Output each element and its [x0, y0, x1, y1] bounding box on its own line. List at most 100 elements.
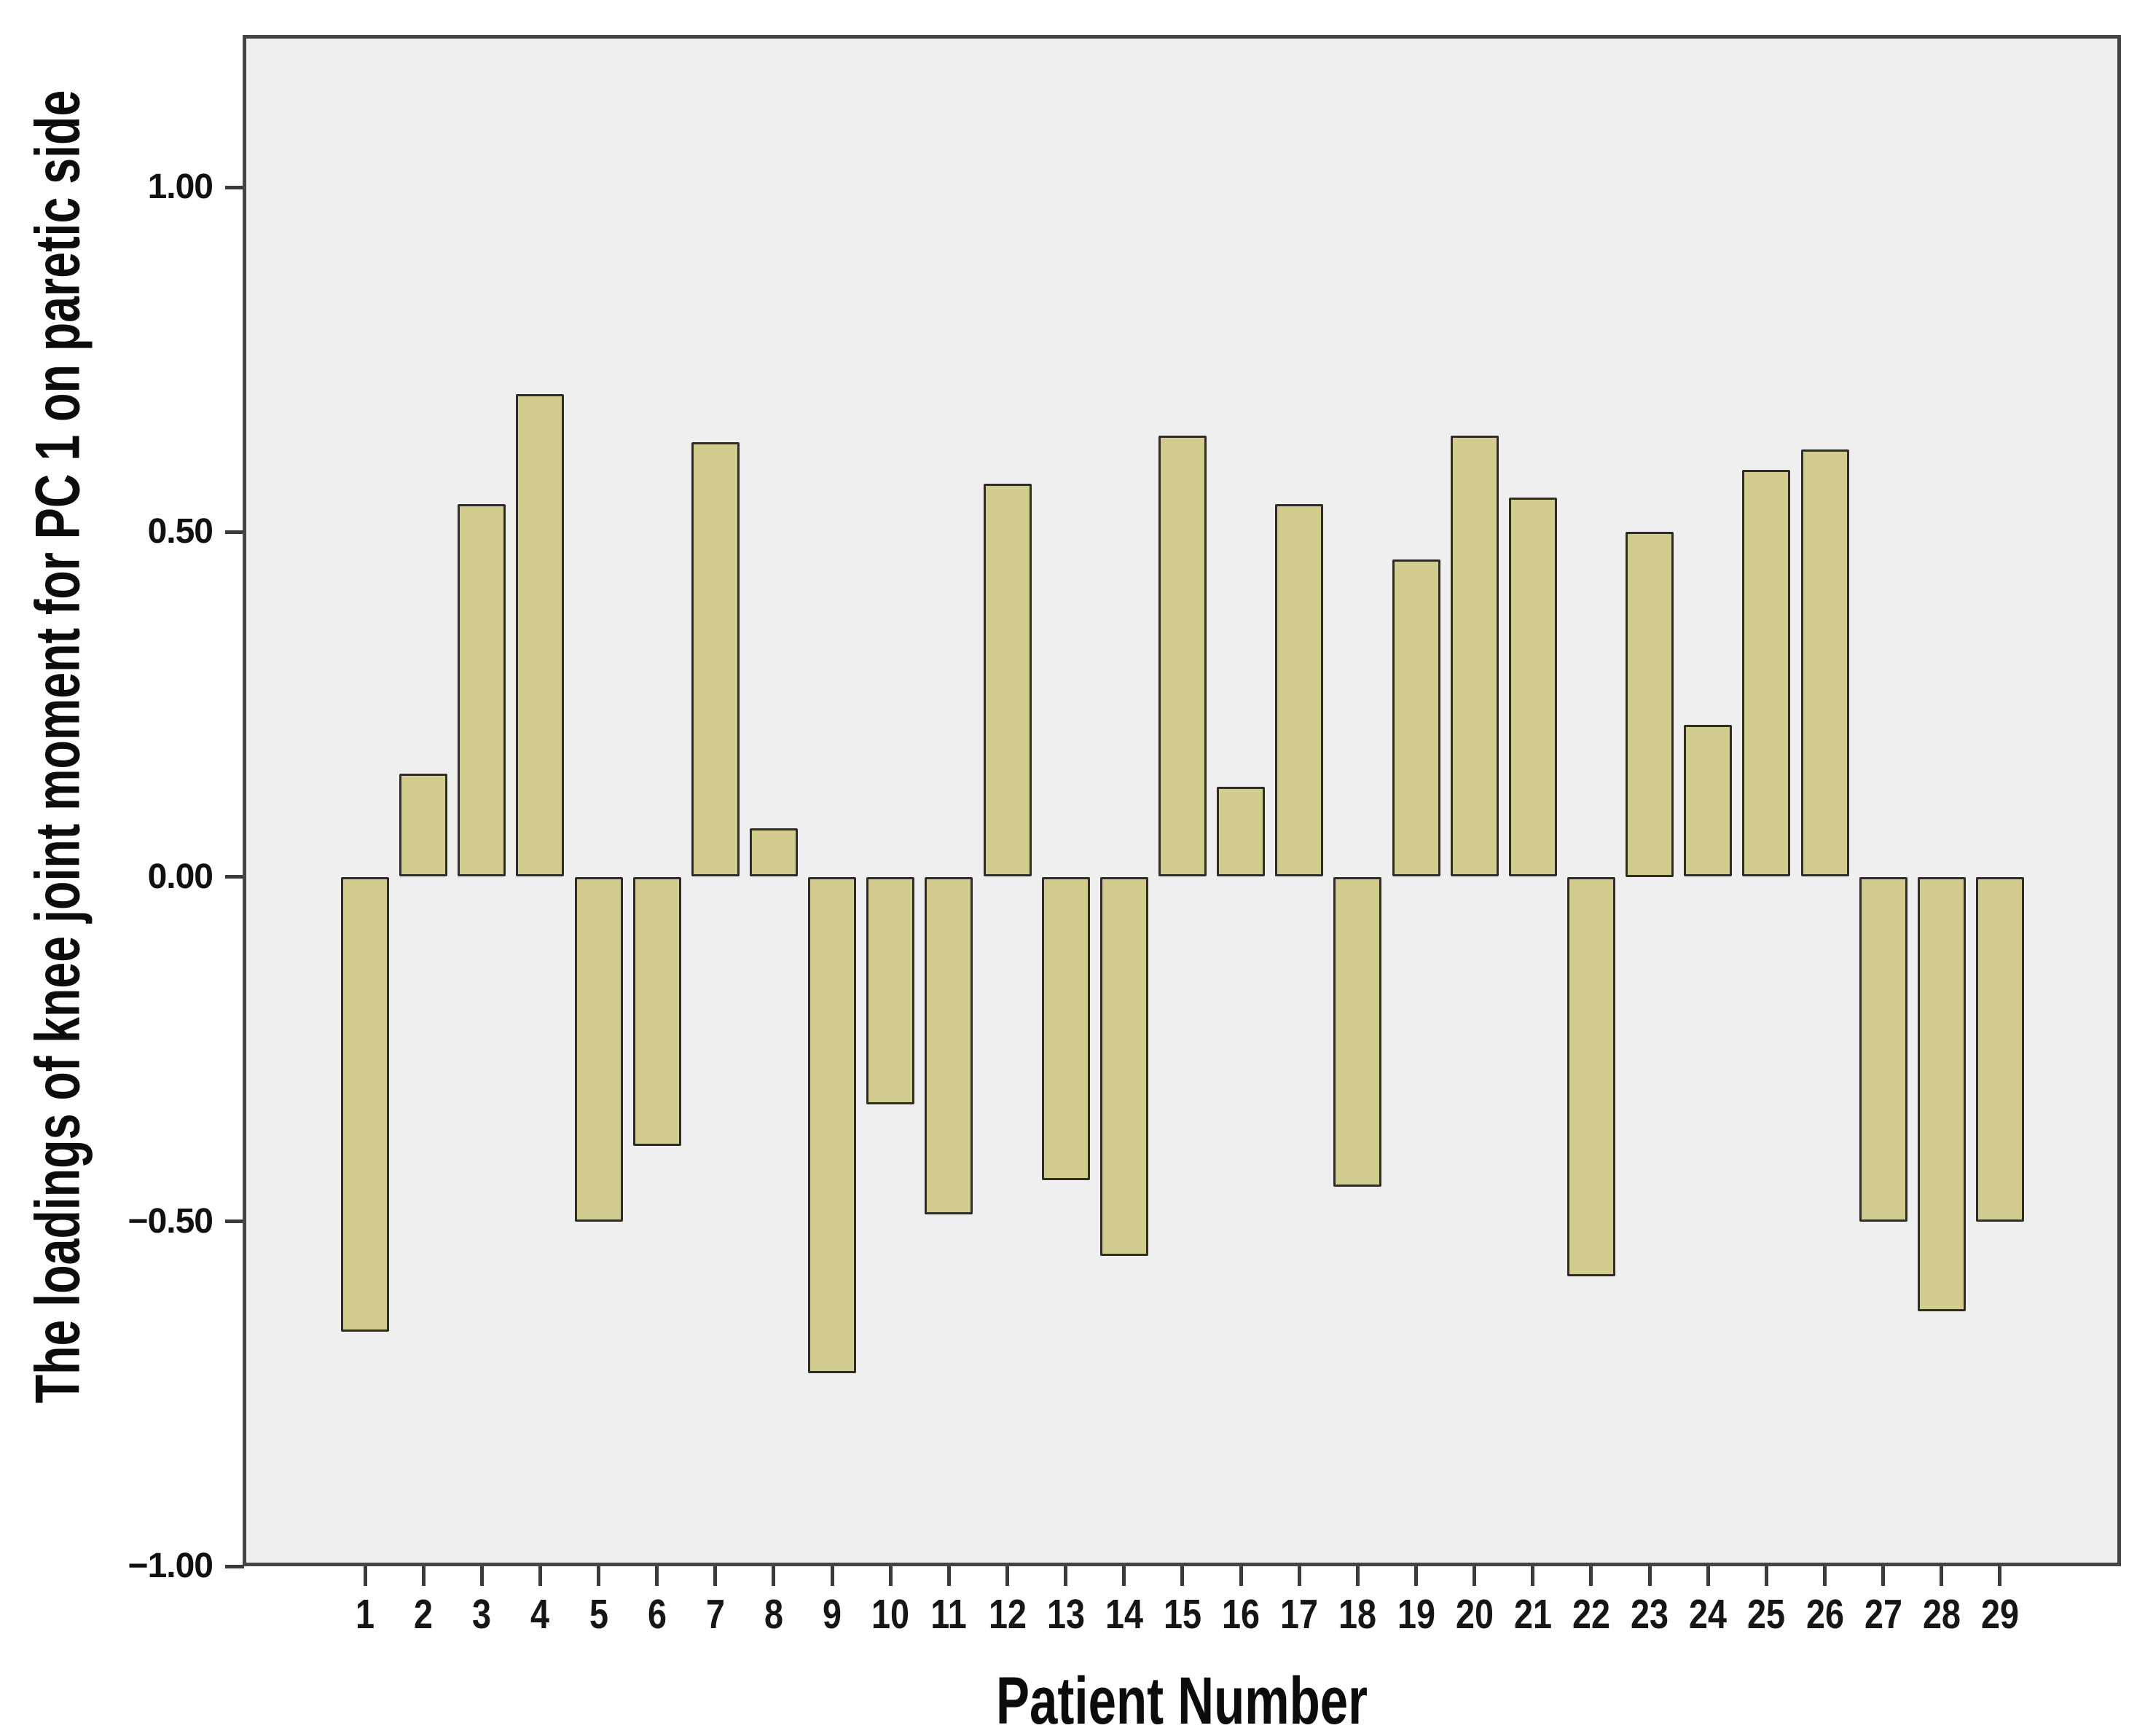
x-tick-label: 27 [1864, 1591, 1902, 1638]
bar-patient-12 [983, 483, 1032, 877]
x-axis-title: Patient Number [996, 1664, 1368, 1736]
x-tick-mark [1180, 1566, 1185, 1586]
x-tick-label: 23 [1631, 1591, 1669, 1638]
x-tick-label: 15 [1163, 1591, 1201, 1638]
x-tick-label: 20 [1455, 1591, 1494, 1638]
x-tick-label: 1 [356, 1591, 375, 1638]
x-tick-label: 14 [1105, 1591, 1143, 1638]
x-tick-label: 3 [472, 1591, 492, 1638]
x-tick-label: 7 [705, 1591, 725, 1638]
x-tick-mark [538, 1566, 542, 1586]
bar-patient-27 [1859, 876, 1907, 1222]
x-tick-mark [1823, 1566, 1827, 1586]
x-tick-mark [772, 1566, 776, 1586]
bar-patient-29 [1975, 876, 2024, 1222]
x-tick-label: 11 [930, 1591, 968, 1638]
x-tick-label: 6 [647, 1591, 667, 1638]
x-tick-mark [1589, 1566, 1593, 1586]
x-tick-label: 22 [1572, 1591, 1610, 1638]
x-tick-mark [1647, 1566, 1652, 1586]
bar-patient-8 [749, 828, 798, 877]
y-tick-mark [225, 1564, 244, 1568]
y-tick-mark [225, 875, 244, 879]
x-tick-label: 4 [530, 1591, 550, 1638]
bar-patient-2 [399, 773, 448, 877]
plot-area [243, 35, 2121, 1566]
x-tick-mark [1881, 1566, 1886, 1586]
bar-patient-6 [632, 876, 681, 1146]
x-tick-mark [1998, 1566, 2002, 1586]
x-tick-mark [363, 1566, 367, 1586]
x-tick-mark [655, 1566, 659, 1586]
x-tick-mark [1414, 1566, 1419, 1586]
x-tick-label: 18 [1338, 1591, 1377, 1638]
bar-patient-25 [1742, 470, 1791, 877]
bar-patient-22 [1567, 876, 1615, 1277]
x-tick-mark [1764, 1566, 1768, 1586]
x-tick-label: 26 [1805, 1591, 1844, 1638]
y-tick-label: −1.00 [128, 1547, 213, 1585]
y-tick-mark [225, 1219, 244, 1224]
y-tick-label: 0.00 [147, 857, 213, 896]
bar-patient-13 [1041, 876, 1090, 1180]
x-tick-label: 13 [1046, 1591, 1085, 1638]
x-tick-label: 2 [414, 1591, 434, 1638]
bar-patient-4 [516, 393, 565, 877]
x-tick-mark [1005, 1566, 1010, 1586]
x-tick-mark [946, 1566, 951, 1586]
y-tick-label: 1.00 [147, 168, 213, 206]
bar-patient-19 [1392, 559, 1440, 877]
bar-patient-10 [866, 876, 915, 1104]
bar-patient-23 [1626, 532, 1674, 877]
bar-patient-1 [341, 876, 389, 1332]
x-tick-label: 12 [988, 1591, 1027, 1638]
bar-patient-9 [808, 876, 857, 1373]
bar-patient-7 [691, 442, 740, 877]
bar-patient-16 [1217, 787, 1266, 877]
x-tick-label: 21 [1513, 1591, 1552, 1638]
x-tick-label: 29 [1980, 1591, 2019, 1638]
x-tick-mark [597, 1566, 601, 1586]
bar-patient-5 [574, 876, 623, 1222]
x-tick-label: 19 [1397, 1591, 1435, 1638]
x-tick-mark [1355, 1566, 1360, 1586]
bar-patient-15 [1158, 435, 1207, 877]
x-tick-label: 17 [1280, 1591, 1319, 1638]
x-tick-mark [888, 1566, 893, 1586]
bar-patient-28 [1917, 876, 1966, 1311]
x-tick-mark [1064, 1566, 1068, 1586]
x-tick-mark [713, 1566, 718, 1586]
x-tick-label: 5 [589, 1591, 608, 1638]
bar-patient-14 [1099, 876, 1148, 1257]
x-tick-mark [1706, 1566, 1710, 1586]
bar-patient-26 [1800, 449, 1849, 877]
x-tick-label: 16 [1222, 1591, 1260, 1638]
bar-patient-17 [1275, 504, 1324, 877]
x-tick-mark [421, 1566, 426, 1586]
bar-patient-18 [1333, 876, 1382, 1187]
x-tick-label: 8 [764, 1591, 783, 1638]
x-tick-mark [1473, 1566, 1477, 1586]
x-tick-mark [830, 1566, 834, 1586]
bar-patient-24 [1684, 725, 1733, 877]
bar-patient-21 [1508, 497, 1557, 877]
y-tick-label: 0.50 [147, 512, 213, 551]
y-tick-mark [225, 530, 244, 534]
y-tick-label: −0.50 [128, 1201, 213, 1241]
x-tick-label: 24 [1689, 1591, 1728, 1638]
x-tick-mark [1122, 1566, 1126, 1586]
x-tick-mark [1297, 1566, 1301, 1586]
bar-patient-20 [1450, 435, 1499, 877]
x-tick-label: 25 [1747, 1591, 1786, 1638]
x-tick-label: 28 [1922, 1591, 1961, 1638]
x-tick-mark [1239, 1566, 1243, 1586]
x-tick-mark [479, 1566, 484, 1586]
y-tick-mark [225, 185, 244, 189]
x-tick-mark [1940, 1566, 1944, 1586]
x-tick-mark [1531, 1566, 1535, 1586]
x-tick-label: 9 [823, 1591, 842, 1638]
bar-patient-11 [925, 876, 973, 1215]
x-tick-label: 10 [871, 1591, 910, 1638]
bar-patient-3 [458, 504, 506, 877]
